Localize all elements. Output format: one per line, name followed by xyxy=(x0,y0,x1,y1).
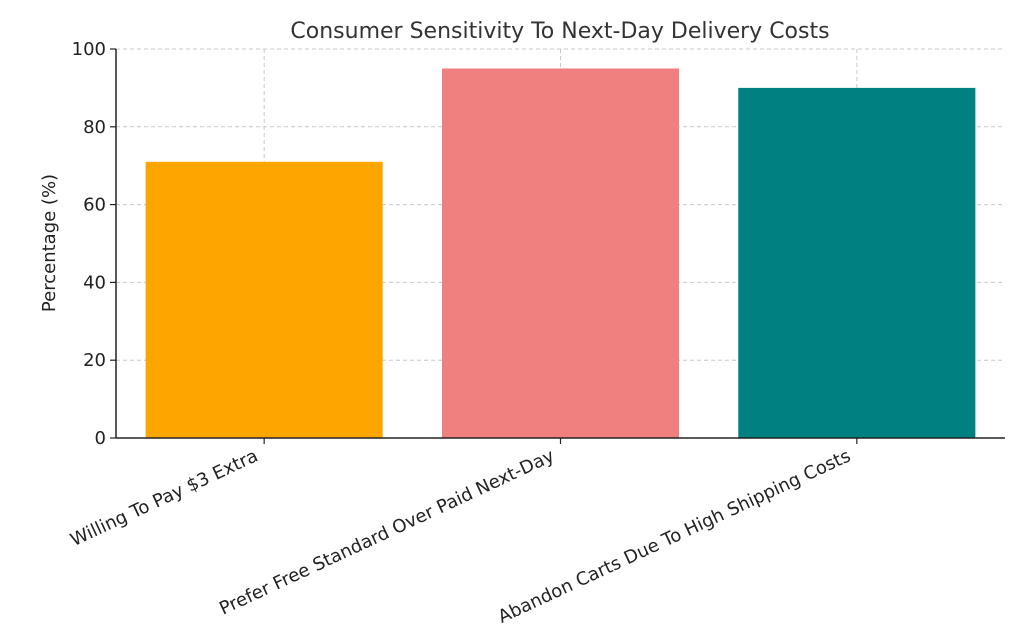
y-tick-label: 80 xyxy=(83,117,106,138)
chart-title: Consumer Sensitivity To Next-Day Deliver… xyxy=(290,19,829,44)
y-axis-label: Percentage (%) xyxy=(39,174,60,312)
y-tick-labels: 0 20 40 60 80 100 xyxy=(72,39,106,449)
y-tick-label: 0 xyxy=(95,428,106,449)
y-tick-label: 40 xyxy=(83,272,106,293)
x-tick-label: Abandon Carts Due To High Shipping Costs xyxy=(495,445,854,627)
y-tick-label: 60 xyxy=(83,195,106,216)
bar xyxy=(145,161,383,438)
x-tick-label: Willing To Pay $3 Extra xyxy=(67,445,261,550)
axes xyxy=(110,48,1005,444)
bar xyxy=(738,87,976,439)
y-tick-label: 20 xyxy=(83,350,106,371)
y-tick-label: 100 xyxy=(72,39,106,60)
bar xyxy=(441,68,680,438)
bars xyxy=(145,68,976,439)
x-tick-label: Prefer Free Standard Over Paid Next-Day xyxy=(216,445,558,619)
